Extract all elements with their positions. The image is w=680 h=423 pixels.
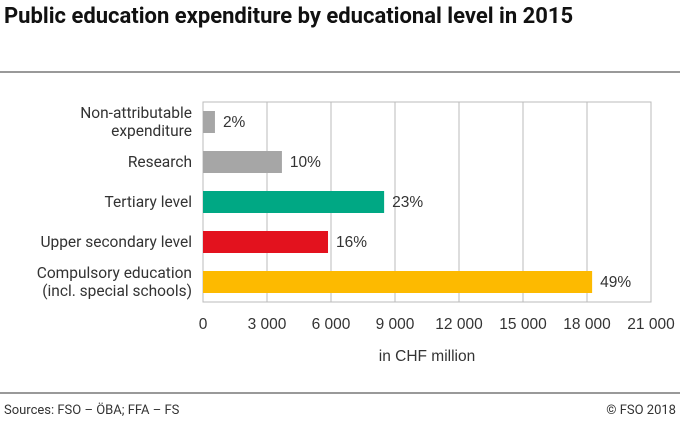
x-tick-label: 12 000 xyxy=(435,316,483,333)
x-tick-label: 9 000 xyxy=(376,316,415,333)
data-label: 2% xyxy=(223,114,246,131)
bar xyxy=(203,231,329,253)
data-label: 10% xyxy=(290,154,321,171)
y-tick-label: Compulsory education (incl. special scho… xyxy=(36,264,192,300)
y-tick-label: Research xyxy=(127,153,192,171)
source: Sources: FSO – ÖBA; FFA – FS xyxy=(4,403,180,418)
x-axis-label: in CHF million xyxy=(379,348,475,365)
x-tick-label: 6 000 xyxy=(312,316,351,333)
x-tick-label: 18 000 xyxy=(563,316,611,333)
bar xyxy=(203,191,385,213)
y-tick-label: Non-attributable expenditure xyxy=(80,104,192,140)
bar xyxy=(203,111,215,133)
bar xyxy=(203,151,282,173)
y-tick-label: Tertiary level xyxy=(104,193,192,211)
chart-title: Public education expenditure by educatio… xyxy=(4,4,574,29)
x-tick-label: 0 xyxy=(199,316,208,333)
y-tick-label: Upper secondary level xyxy=(40,233,192,251)
data-label: 49% xyxy=(600,274,631,291)
bar xyxy=(203,271,593,293)
copyright: © FSO 2018 xyxy=(606,403,676,418)
data-label: 23% xyxy=(392,194,423,211)
data-label: 16% xyxy=(336,234,367,251)
x-tick-label: 15 000 xyxy=(499,316,547,333)
x-tick-label: 21 000 xyxy=(627,316,675,333)
x-tick-label: 3 000 xyxy=(248,316,287,333)
